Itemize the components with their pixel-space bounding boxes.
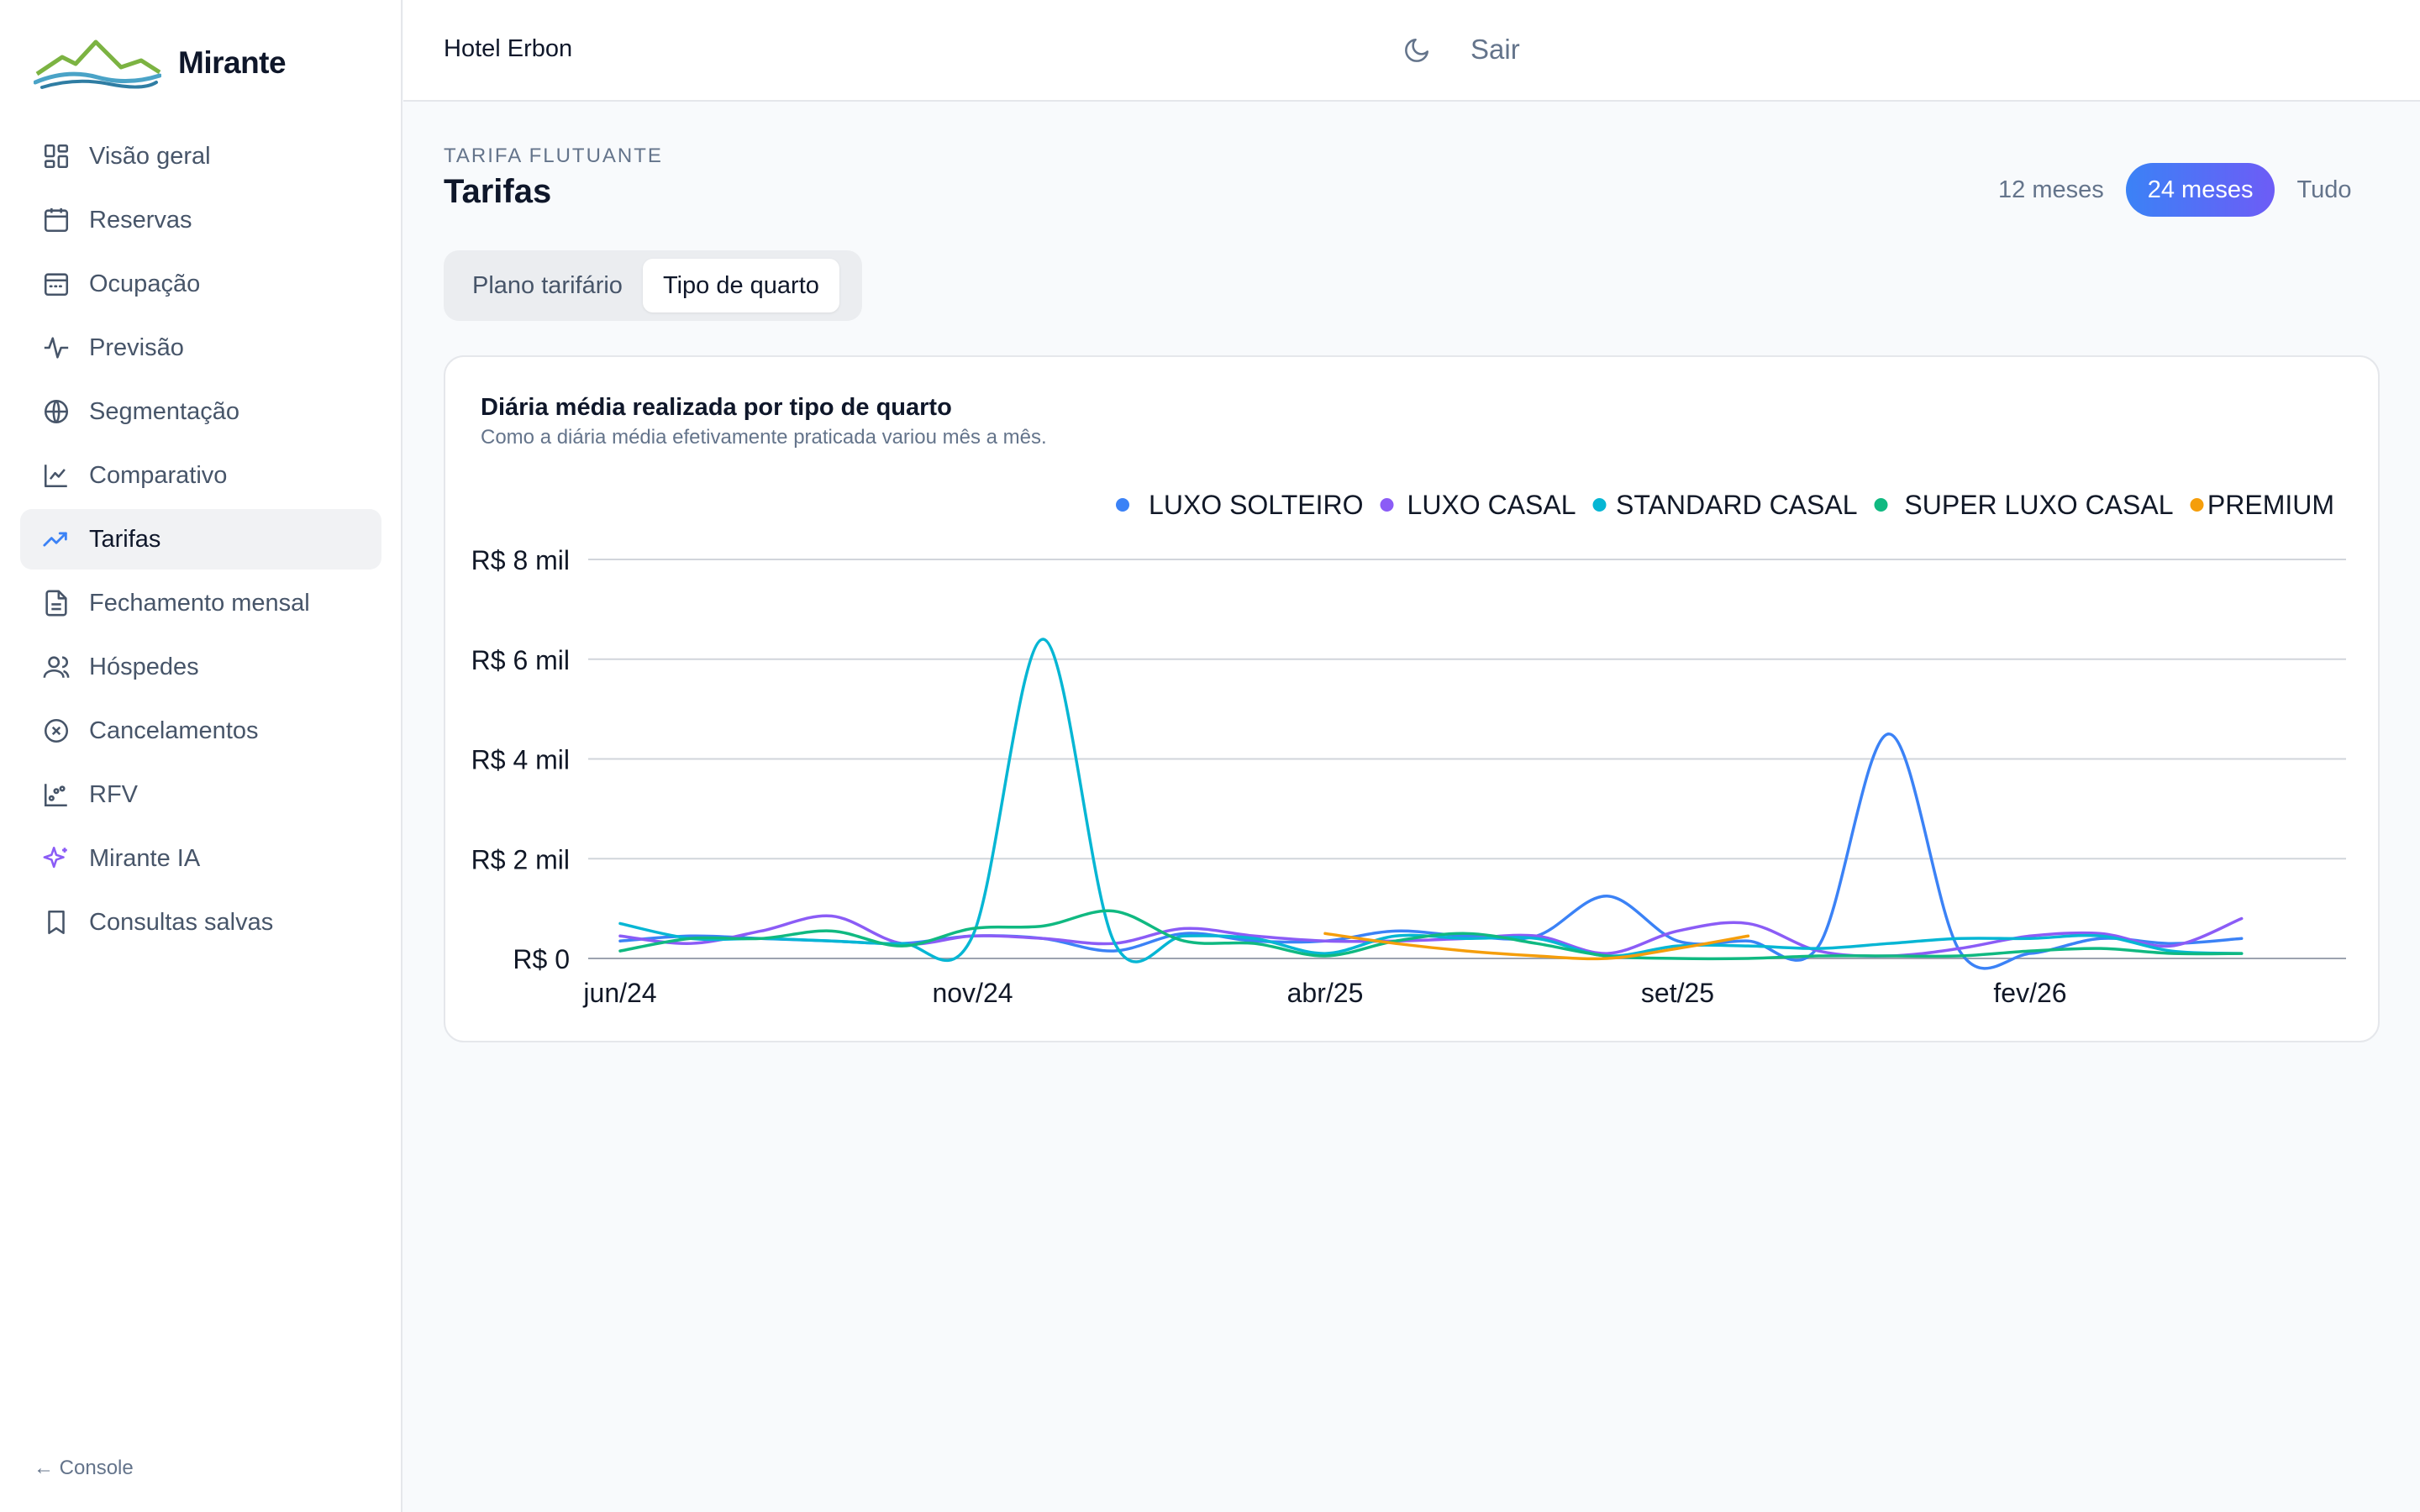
chart-subtitle: Como a diária média efetivamente pratica…: [481, 426, 1047, 449]
users-icon: [42, 653, 71, 681]
sidebar-item-fechamento-mensal[interactable]: Fechamento mensal: [20, 573, 381, 633]
sidebar-item-label: Ocupação: [89, 270, 201, 297]
logout-button[interactable]: Sair: [1470, 34, 1520, 65]
sidebar-item-label: RFV: [89, 780, 138, 808]
sidebar-item-label: Consultas salvas: [89, 908, 274, 936]
x-tick-label: nov/24: [932, 978, 1013, 1008]
sidebar-item-rfv[interactable]: RFV: [20, 764, 381, 825]
sidebar-item-tarifas[interactable]: Tarifas: [20, 509, 381, 570]
y-tick-label: R$ 0: [513, 944, 570, 974]
view-tabs: Plano tarifário Tipo de quarto: [444, 250, 862, 321]
sidebar-item-visao-geral[interactable]: Visão geral: [20, 126, 381, 186]
calendar-icon: [42, 206, 71, 234]
sidebar-item-label: Hóspedes: [89, 653, 199, 680]
x-tick-label: jun/24: [582, 978, 656, 1008]
sidebar-item-reservas[interactable]: Reservas: [20, 190, 381, 250]
sidebar-item-label: Fechamento mensal: [89, 589, 310, 617]
legend-dot: [1380, 498, 1394, 512]
scatter-icon: [42, 780, 71, 809]
sidebar-item-mirante-ia[interactable]: Mirante IA: [20, 828, 381, 889]
x-circle-icon: [42, 717, 71, 745]
sidebar: Mirante Visão geral Reservas Ocupação Pr…: [0, 0, 402, 1512]
page-eyebrow: TARIFA FLUTUANTE: [444, 144, 663, 167]
globe-icon: [42, 397, 71, 426]
sidebar-item-label: Tarifas: [89, 525, 161, 553]
chart-card: Diária média realizada por tipo de quart…: [444, 355, 2380, 1042]
legend-label: PREMIUM: [2207, 490, 2334, 520]
file-icon: [42, 589, 71, 617]
y-tick-label: R$ 2 mil: [471, 844, 570, 874]
y-tick-label: R$ 4 mil: [471, 745, 570, 775]
x-tick-label: fev/26: [1993, 978, 2066, 1008]
legend-dot: [2190, 498, 2204, 512]
legend-label: STANDARD CASAL: [1616, 490, 1857, 520]
sidebar-item-label: Previsão: [89, 333, 184, 361]
sidebar-item-cancelamentos[interactable]: Cancelamentos: [20, 701, 381, 761]
tab-plano-tarifario[interactable]: Plano tarifário: [472, 271, 623, 299]
legend-label: LUXO SOLTEIRO: [1149, 490, 1363, 520]
sidebar-nav: Visão geral Reservas Ocupação Previsão S…: [20, 126, 381, 956]
pulse-icon: [42, 333, 71, 362]
page-title: Tarifas: [444, 173, 552, 210]
adr-line-chart[interactable]: R$ 0 R$ 2 mil R$ 4 mil R$ 6 mil R$ 8 mil jun/…: [445, 357, 2381, 1044]
sidebar-item-label: Visão geral: [89, 142, 211, 170]
series-line-super-luxo-casal: [618, 909, 2244, 961]
top-header: Hotel Erbon Sair: [403, 0, 2420, 102]
sidebar-item-label: Mirante IA: [89, 844, 201, 872]
y-tick-label: R$ 8 mil: [471, 545, 570, 575]
legend-label: LUXO CASAL: [1407, 490, 1576, 520]
theme-toggle-button[interactable]: [1400, 34, 1434, 67]
sidebar-item-label: Cancelamentos: [89, 717, 259, 744]
calendar-grid-icon: [42, 270, 71, 298]
range-12-months-button[interactable]: 12 meses: [1998, 176, 2104, 203]
line-chart-icon: [42, 461, 71, 490]
sidebar-item-segmentacao[interactable]: Segmentação: [20, 381, 381, 442]
tab-tipo-de-quarto[interactable]: Tipo de quarto: [642, 259, 839, 312]
period-range-selector: 12 meses 24 meses Tudo: [1976, 163, 2374, 217]
grid-icon: [42, 142, 71, 171]
sidebar-item-previsao[interactable]: Previsão: [20, 318, 381, 378]
sidebar-item-comparativo[interactable]: Comparativo: [20, 445, 381, 506]
x-tick-label: set/25: [1641, 978, 1714, 1008]
series-line-luxo-solteiro: [618, 732, 2244, 970]
series-line-standard-casal: [618, 638, 2244, 963]
bookmark-icon: [42, 908, 71, 937]
sidebar-item-consultas-salvas[interactable]: Consultas salvas: [20, 892, 381, 953]
hotel-name[interactable]: Hotel Erbon: [444, 35, 573, 62]
mountain-logo-icon: [34, 39, 161, 89]
range-24-months-button[interactable]: 24 meses: [2125, 163, 2275, 217]
chart-title: Diária média realizada por tipo de quart…: [481, 394, 952, 421]
sidebar-item-label: Comparativo: [89, 461, 228, 489]
legend-dot: [1592, 498, 1607, 512]
range-all-button[interactable]: Tudo: [2296, 176, 2352, 203]
trend-up-icon: [42, 525, 71, 554]
sidebar-item-label: Segmentação: [89, 397, 239, 425]
x-tick-label: abr/25: [1287, 978, 1364, 1008]
brand[interactable]: Mirante: [34, 34, 287, 92]
moon-icon: [1405, 38, 1429, 62]
legend-dot: [1116, 498, 1129, 512]
console-link[interactable]: ← Console: [34, 1457, 134, 1479]
sidebar-item-ocupacao[interactable]: Ocupação: [20, 254, 381, 314]
series-line-luxo-casal: [618, 914, 2244, 958]
brand-name: Mirante: [178, 45, 287, 80]
sidebar-item-hospedes[interactable]: Hóspedes: [20, 637, 381, 697]
sidebar-item-label: Reservas: [89, 206, 192, 234]
legend-dot: [1874, 498, 1888, 512]
sparkles-icon: [42, 844, 71, 873]
legend-label: SUPER LUXO CASAL: [1904, 490, 2173, 520]
y-tick-label: R$ 6 mil: [471, 645, 570, 675]
series-line-premium: [1323, 932, 1750, 961]
